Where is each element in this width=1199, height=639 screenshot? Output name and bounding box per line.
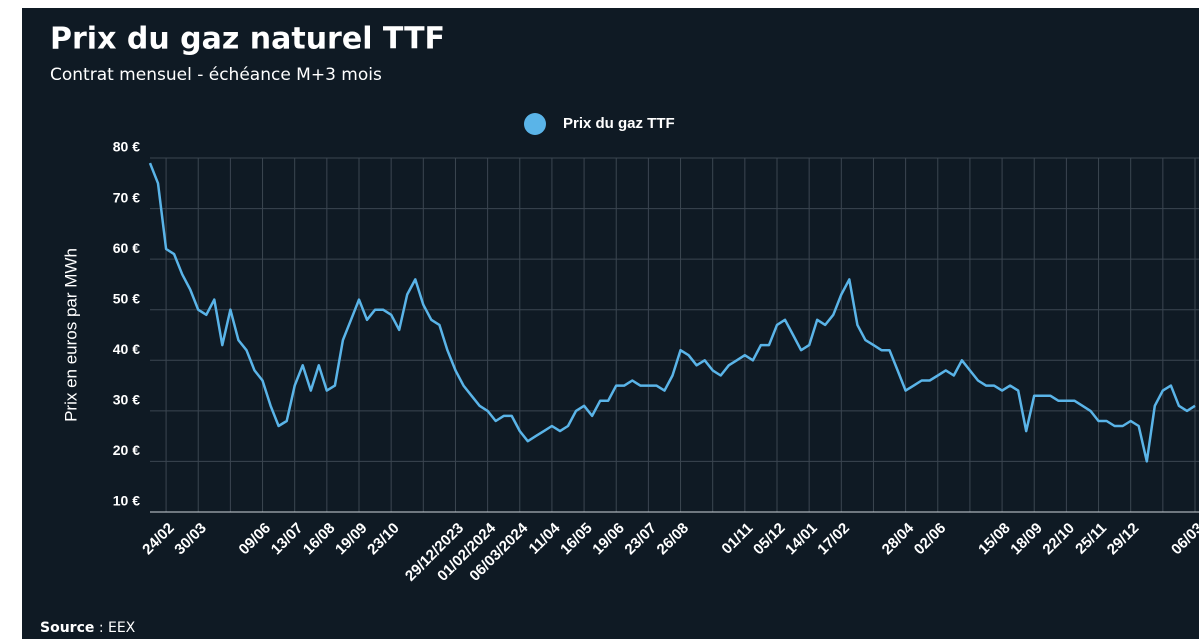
source-text: : EEX (99, 620, 136, 636)
y-tick-label: 10 € (113, 493, 140, 509)
y-tick-label: 40 € (113, 341, 140, 357)
y-tick-label: 50 € (113, 290, 140, 306)
data-line (148, 162, 1196, 463)
y-axis-title: Prix en euros par MWh (61, 248, 80, 422)
y-tick-label: 30 € (113, 392, 140, 408)
legend-marker (524, 113, 546, 135)
chart-subtitle: Contrat mensuel - échéance M+3 mois (50, 65, 382, 85)
source-label: Source (40, 620, 94, 636)
legend-label: Prix du gaz TTF (563, 115, 675, 132)
y-tick-label: 60 € (113, 240, 140, 256)
y-tick-label: 70 € (113, 189, 140, 205)
y-tick-label: 20 € (113, 442, 140, 458)
chart-title: Prix du gaz naturel TTF (50, 22, 445, 57)
source: Source : EEX (40, 620, 136, 636)
y-tick-label: 80 € (113, 139, 140, 155)
